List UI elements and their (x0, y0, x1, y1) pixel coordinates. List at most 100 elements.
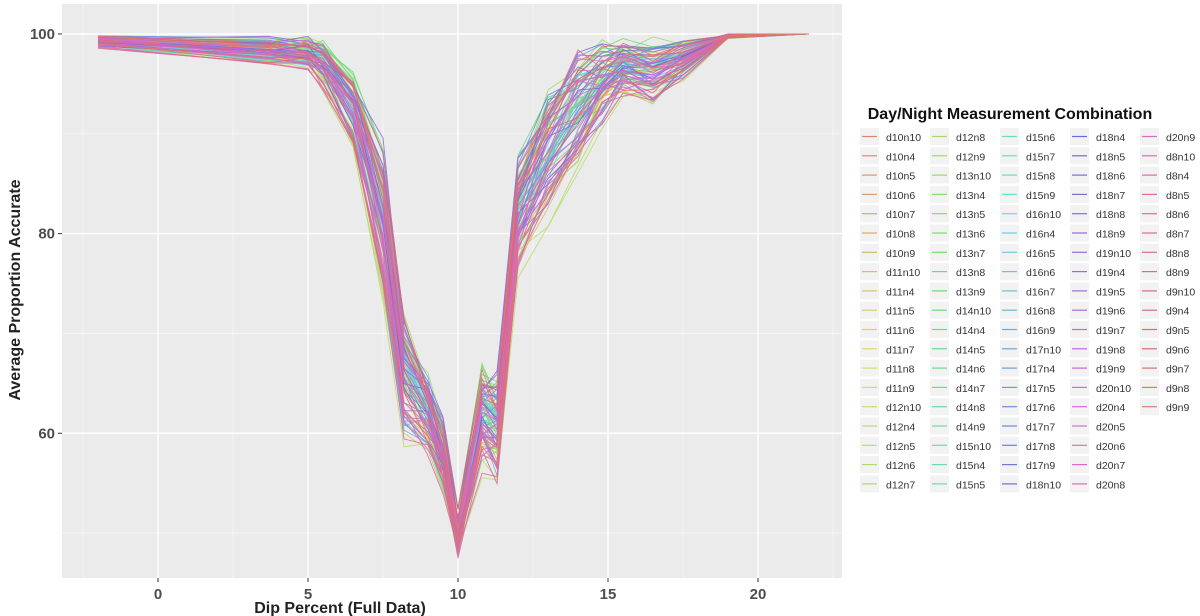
legend-label: d13n6 (956, 229, 985, 241)
x-axis-ticks: 0 5 10 15 20 (154, 578, 767, 603)
legend-label: d18n4 (1096, 132, 1125, 144)
legend-label: d17n8 (1026, 441, 1055, 453)
legend-label: d18n7 (1096, 190, 1125, 202)
legend-label: d12n5 (886, 441, 915, 453)
legend-label: d8n7 (1166, 229, 1190, 241)
legend-label: d13n9 (956, 286, 985, 298)
legend-label: d11n4 (886, 286, 915, 298)
y-tick-label: 80 (38, 226, 55, 243)
legend-label: d13n7 (956, 248, 985, 260)
legend-label: d18n6 (1096, 171, 1125, 183)
legend-label: d10n4 (886, 151, 915, 163)
legend-label: d11n6 (886, 325, 915, 337)
legend-label: d12n9 (956, 151, 985, 163)
series-line-d9n7 (97, 33, 810, 554)
legend-label: d15n6 (1026, 132, 1055, 144)
legend-label: d10n5 (886, 171, 915, 183)
legend-label: d19n4 (1096, 267, 1125, 279)
x-tick-label: 20 (750, 586, 767, 603)
legend-label: d19n6 (1096, 306, 1125, 318)
y-axis-ticks: 60 80 100 (30, 26, 62, 442)
legend-label: d17n9 (1026, 460, 1055, 472)
legend-label: d12n10 (886, 402, 921, 414)
legend-label: d18n8 (1096, 209, 1125, 221)
legend-label: d13n10 (956, 171, 991, 183)
legend: d10n10 d10n4 d10n5 d10n6 d10n7 d10n8 d10n9 d11n… (860, 128, 1195, 493)
legend-label: d20n10 (1096, 383, 1131, 395)
legend-label: d9n8 (1166, 383, 1190, 395)
legend-label: d8n8 (1166, 248, 1190, 260)
legend-label: d20n8 (1096, 479, 1125, 491)
legend-label: d16n6 (1026, 267, 1055, 279)
grid-major (62, 4, 842, 578)
x-tick-label: 10 (450, 586, 467, 603)
legend-label: d19n7 (1096, 325, 1125, 337)
legend-label: d13n4 (956, 190, 985, 202)
legend-label: d9n5 (1166, 325, 1190, 337)
x-tick-label: 5 (304, 586, 312, 603)
legend-label: d9n9 (1166, 402, 1190, 414)
legend-label: d16n5 (1026, 248, 1055, 260)
legend-label: d15n10 (956, 441, 991, 453)
legend-label: d16n7 (1026, 286, 1055, 298)
legend-label: d12n8 (956, 132, 985, 144)
legend-label: d10n7 (886, 209, 915, 221)
legend-label: d19n5 (1096, 286, 1125, 298)
legend-label: d10n8 (886, 229, 915, 241)
x-axis-title: Dip Percent (Full Data) (254, 600, 426, 616)
series-line-d19n8 (97, 33, 810, 520)
legend-label: d17n7 (1026, 422, 1055, 434)
legend-label: d15n5 (956, 479, 985, 491)
series-line-d8n10 (97, 33, 810, 536)
legend-label: d19n8 (1096, 344, 1125, 356)
legend-label: d20n4 (1096, 402, 1125, 414)
legend-label: d16n10 (1026, 209, 1061, 221)
series-line-d13n9 (97, 33, 810, 507)
legend-label: d14n5 (956, 344, 985, 356)
legend-label: d8n9 (1166, 267, 1190, 279)
series-line-d9n5 (97, 33, 810, 540)
legend-label: d15n4 (956, 460, 985, 472)
series-line-d14n10 (97, 33, 810, 510)
series-line-d9n9 (97, 33, 810, 529)
legend-label: d14n10 (956, 306, 991, 318)
legend-label: d8n6 (1166, 209, 1190, 221)
legend-label: d15n8 (1026, 171, 1055, 183)
legend-label: d10n9 (886, 248, 915, 260)
legend-label: d12n4 (886, 422, 915, 434)
x-tick-label: 0 (154, 586, 162, 603)
legend-label: d14n7 (956, 383, 985, 395)
legend-label: d12n6 (886, 460, 915, 472)
y-axis-title: Average Proportion Accurate (7, 179, 24, 400)
legend-title: Day/Night Measurement Combination (868, 106, 1152, 123)
legend-label: d8n10 (1166, 151, 1195, 163)
legend-label: d10n10 (886, 132, 921, 144)
legend-label: d13n8 (956, 267, 985, 279)
series-line-d9n6 (97, 33, 810, 510)
legend-label: d20n5 (1096, 422, 1125, 434)
legend-label: d10n6 (886, 190, 915, 202)
legend-label: d8n5 (1166, 190, 1190, 202)
legend-label: d11n7 (886, 344, 915, 356)
legend-label: d16n9 (1026, 325, 1055, 337)
series-line-d20n7 (97, 33, 810, 529)
series-line-d8n6 (97, 33, 810, 538)
legend-label: d15n7 (1026, 151, 1055, 163)
legend-label: d15n9 (1026, 190, 1055, 202)
legend-label: d18n10 (1026, 479, 1061, 491)
legend-label: d14n9 (956, 422, 985, 434)
legend-label: d18n9 (1096, 229, 1125, 241)
legend-label: d20n9 (1166, 132, 1195, 144)
legend-label: d17n10 (1026, 344, 1061, 356)
series-lines (97, 33, 810, 559)
legend-label: d20n6 (1096, 441, 1125, 453)
legend-label: d14n6 (956, 364, 985, 376)
series-line-d20n8 (97, 33, 810, 530)
legend-label: d16n8 (1026, 306, 1055, 318)
legend-label: d11n8 (886, 364, 915, 376)
series-line-d9n4 (97, 33, 810, 518)
legend-label: d11n10 (886, 267, 920, 279)
legend-label: d11n9 (886, 383, 915, 395)
y-tick-label: 100 (30, 26, 55, 43)
